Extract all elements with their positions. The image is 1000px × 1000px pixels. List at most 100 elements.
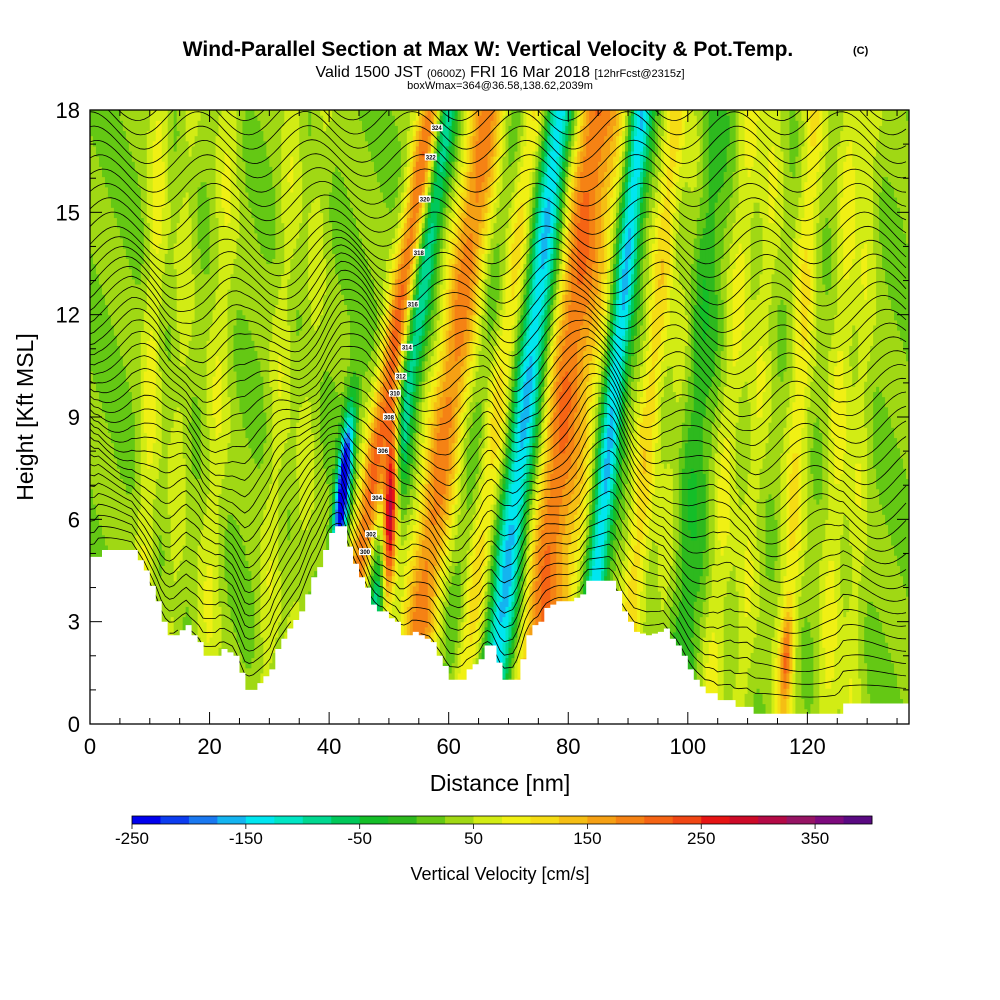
- velocity-cell: [481, 637, 486, 648]
- velocity-cell: [382, 381, 387, 408]
- velocity-cell: [556, 156, 560, 183]
- velocity-cell: [418, 253, 423, 265]
- velocity-cell: [338, 488, 342, 536]
- velocity-cell: [804, 181, 808, 249]
- velocity-cell: [191, 396, 196, 474]
- velocity-cell: [550, 417, 554, 474]
- colorbar: [131, 815, 873, 825]
- svg-text:324: 324: [432, 126, 443, 132]
- velocity-cell: [610, 488, 614, 510]
- velocity-cell: [765, 498, 770, 577]
- velocity-cell: [302, 110, 306, 403]
- velocity-cell: [810, 703, 814, 724]
- velocity-cell: [427, 350, 432, 372]
- velocity-cell: [631, 130, 635, 152]
- velocity-cell: [176, 570, 181, 700]
- velocity-cell: [568, 120, 572, 132]
- velocity-cell: [789, 590, 794, 618]
- velocity-cell: [433, 401, 438, 428]
- velocity-cell: [622, 519, 626, 561]
- velocity-cell: [595, 330, 599, 357]
- velocity-cell: [472, 110, 477, 137]
- velocity-cell: [445, 580, 450, 607]
- velocity-cell: [580, 125, 584, 152]
- velocity-cell: [344, 110, 348, 188]
- velocity-cell: [493, 248, 498, 321]
- velocity-cell: [798, 550, 802, 597]
- velocity-cell: [556, 534, 560, 643]
- colorbar-tick-label: -50: [347, 829, 372, 848]
- velocity-cell: [335, 166, 339, 275]
- velocity-cell: [170, 560, 175, 618]
- velocity-cell: [409, 263, 414, 275]
- velocity-cell: [589, 401, 593, 459]
- velocity-cell: [341, 463, 345, 520]
- velocity-cell: [885, 406, 889, 526]
- velocity-cell: [514, 110, 519, 152]
- velocity-cell: [439, 350, 444, 377]
- velocity-cell: [364, 488, 369, 541]
- colorbar-swatch: [530, 816, 560, 824]
- velocity-cell: [780, 381, 785, 454]
- velocity-cell: [475, 519, 480, 546]
- velocity-cell: [356, 422, 360, 454]
- velocity-cell: [520, 135, 525, 167]
- velocity-cell: [370, 442, 375, 464]
- velocity-cell: [125, 140, 130, 259]
- velocity-cell: [571, 452, 575, 495]
- velocity-cell: [379, 314, 384, 341]
- velocity-cell: [367, 437, 372, 449]
- velocity-cell: [861, 565, 865, 724]
- velocity-cell: [466, 340, 471, 357]
- velocity-cell: [810, 110, 814, 147]
- velocity-cell: [436, 406, 441, 433]
- svg-text:304: 304: [372, 496, 383, 502]
- velocity-cell: [502, 457, 507, 474]
- velocity-cell: [759, 468, 764, 694]
- velocity-cell: [490, 544, 495, 566]
- velocity-cell: [607, 376, 611, 393]
- velocity-cell: [272, 186, 276, 259]
- velocity-cell: [705, 110, 710, 213]
- velocity-cell: [840, 110, 844, 132]
- velocity-cell: [409, 140, 414, 162]
- velocity-cell: [209, 565, 214, 638]
- velocity-cell: [347, 110, 351, 198]
- velocity-cell: [831, 677, 835, 724]
- velocity-cell: [469, 232, 474, 275]
- velocity-cell: [173, 580, 178, 643]
- velocity-cell: [771, 580, 776, 638]
- colorbar-swatch: [815, 816, 844, 824]
- velocity-cell: [541, 207, 545, 234]
- velocity-cell: [747, 667, 752, 724]
- velocity-cell: [167, 110, 172, 203]
- velocity-cell: [696, 135, 701, 162]
- velocity-cell: [463, 355, 468, 372]
- velocity-cell: [559, 278, 563, 300]
- velocity-cell: [367, 391, 372, 408]
- velocity-cell: [625, 401, 629, 485]
- velocity-cell: [406, 217, 411, 239]
- velocity-cell: [248, 110, 253, 208]
- velocity-cell: [532, 391, 536, 413]
- velocity-cell: [353, 519, 357, 531]
- velocity-cell: [403, 463, 408, 479]
- velocity-cell: [562, 452, 566, 490]
- velocity-cell: [628, 376, 632, 408]
- velocity-cell: [373, 498, 378, 510]
- velocity-cell: [616, 473, 620, 495]
- velocity-cell: [813, 196, 817, 367]
- velocity-cell: [388, 360, 393, 449]
- velocity-cell: [876, 140, 880, 387]
- velocity-cell: [774, 110, 779, 162]
- velocity-cell: [526, 422, 530, 444]
- velocity-cell: [373, 110, 378, 172]
- velocity-cell: [648, 196, 653, 229]
- velocity-cell: [613, 299, 617, 321]
- velocity-cell: [248, 570, 253, 669]
- velocity-cell: [212, 376, 217, 418]
- contour-label: 302: [364, 530, 377, 538]
- velocity-cell: [553, 355, 557, 382]
- velocity-cell: [541, 401, 545, 423]
- velocity-cell: [341, 432, 345, 439]
